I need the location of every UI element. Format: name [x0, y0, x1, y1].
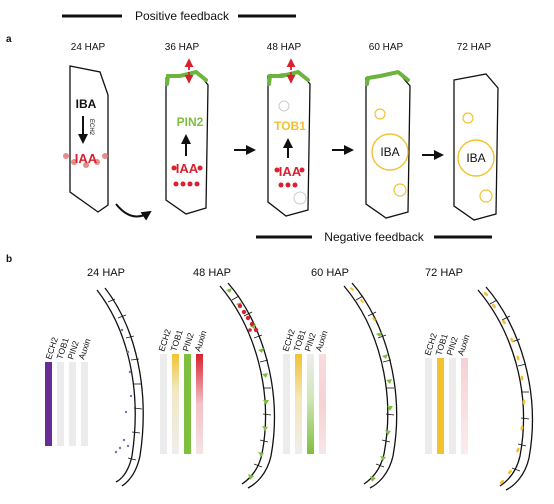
- iaa-dot: [278, 182, 284, 188]
- cell2-time: 36 HAP: [165, 42, 200, 53]
- b2-time: 48 HAP: [193, 267, 231, 279]
- bar-auxin: [319, 354, 326, 454]
- tissue-strand-24hap: [96, 287, 144, 487]
- col-label-auxin: Auxin: [455, 333, 471, 357]
- cell4-time: 60 HAP: [369, 42, 404, 53]
- expression-group-72hap: ECH2 TOB1 PIN2 Auxin: [422, 332, 472, 454]
- bar-auxin: [461, 358, 468, 454]
- iba-vesicle: [457, 139, 495, 177]
- vesicle-icon: [293, 191, 307, 205]
- iaa-label: IAA: [279, 164, 302, 179]
- iba-label: IBA: [466, 151, 485, 165]
- iaa-dot: [94, 159, 100, 165]
- iba-vesicle: [371, 133, 409, 171]
- iaa-dot: [292, 182, 298, 188]
- iaa-cluster: IAA: [63, 151, 108, 168]
- vesicle-icon: [374, 108, 386, 120]
- iaa-label: IAA: [176, 161, 199, 176]
- col-label-auxin: Auxin: [76, 337, 92, 361]
- pin2-membrane: [267, 69, 310, 86]
- pin2-label: PIN2: [177, 115, 204, 129]
- bar-tob1: [172, 354, 179, 454]
- iaa-dot: [194, 181, 200, 187]
- cell5-time: 72 HAP: [457, 42, 492, 53]
- vesicle-icon: [479, 189, 493, 203]
- b4-time: 72 HAP: [425, 267, 463, 279]
- bar-pin2: [184, 354, 191, 454]
- bar-tob1: [437, 358, 444, 454]
- bar-pin2: [449, 358, 456, 454]
- tissue-strand-60hap: [343, 282, 398, 489]
- bar-ech2: [160, 354, 167, 454]
- cell-24hap: IBA ECH2 IAA: [63, 65, 109, 213]
- cell-60hap: IBA: [365, 69, 411, 219]
- ech2-label: ECH2: [88, 119, 94, 136]
- cell-outline: [453, 73, 499, 221]
- b1-time: 24 HAP: [87, 267, 125, 279]
- iaa-dot: [274, 167, 280, 173]
- iaa-dot: [299, 167, 305, 173]
- bar-pin2: [307, 354, 314, 454]
- iaa-cluster: IAA: [274, 164, 305, 188]
- cell-72hap: IBA: [453, 73, 499, 221]
- pin2-membrane: [365, 69, 410, 86]
- cell3-time: 48 HAP: [267, 42, 302, 53]
- positive-feedback-label: Positive feedback: [135, 9, 230, 23]
- iaa-label: IAA: [75, 151, 98, 166]
- tissue-strand-48hap: [219, 282, 276, 489]
- cell-36hap: PIN2 IAA: [165, 58, 209, 215]
- iaa-dot: [171, 165, 177, 171]
- panel-b-label: b: [6, 254, 12, 265]
- iaa-dot: [71, 159, 77, 165]
- tissue-strand-72hap: [477, 286, 534, 491]
- iba-label: IBA: [76, 97, 97, 111]
- iaa-dot: [180, 181, 186, 187]
- col-label-auxin: Auxin: [192, 329, 208, 353]
- b3-time: 60 HAP: [311, 267, 349, 279]
- bar-pin2: [69, 362, 76, 446]
- iaa-dot: [83, 162, 89, 168]
- iaa-dot: [285, 182, 291, 188]
- bar-auxin: [196, 354, 203, 454]
- expression-group-24hap: ECH2 TOB1 PIN2 Auxin: [43, 336, 93, 446]
- iaa-dot: [102, 153, 108, 159]
- expression-group-60hap: ECH2 TOB1 PIN2 Auxin: [280, 328, 330, 454]
- panel-a-label: a: [6, 34, 12, 45]
- iaa-dot: [173, 181, 179, 187]
- vesicle-icon: [393, 183, 407, 197]
- bar-ech2: [283, 354, 290, 454]
- bar-ech2: [45, 362, 52, 446]
- negative-feedback-label: Negative feedback: [324, 230, 424, 244]
- col-label-auxin: Auxin: [313, 329, 329, 353]
- iba-label: IBA: [380, 145, 399, 159]
- curved-arrow: [115, 203, 152, 221]
- cell-48hap: TOB1 IAA: [267, 58, 311, 217]
- vesicle-icon: [278, 100, 290, 112]
- bar-tob1: [57, 362, 64, 446]
- tob1-label: TOB1: [274, 119, 306, 133]
- iaa-dot: [197, 165, 203, 171]
- cell-outline: [69, 65, 109, 213]
- pin2-membrane: [165, 69, 208, 86]
- iaa-dot: [187, 181, 193, 187]
- cell1-time: 24 HAP: [71, 42, 106, 53]
- iaa-cluster: IAA: [171, 161, 203, 187]
- bar-tob1: [295, 354, 302, 454]
- expression-group-48hap: ECH2 TOB1 PIN2 Auxin: [156, 328, 209, 454]
- bar-ech2: [425, 358, 432, 454]
- iaa-dot: [63, 153, 69, 159]
- vesicle-icon: [462, 112, 474, 124]
- bar-auxin: [81, 362, 88, 446]
